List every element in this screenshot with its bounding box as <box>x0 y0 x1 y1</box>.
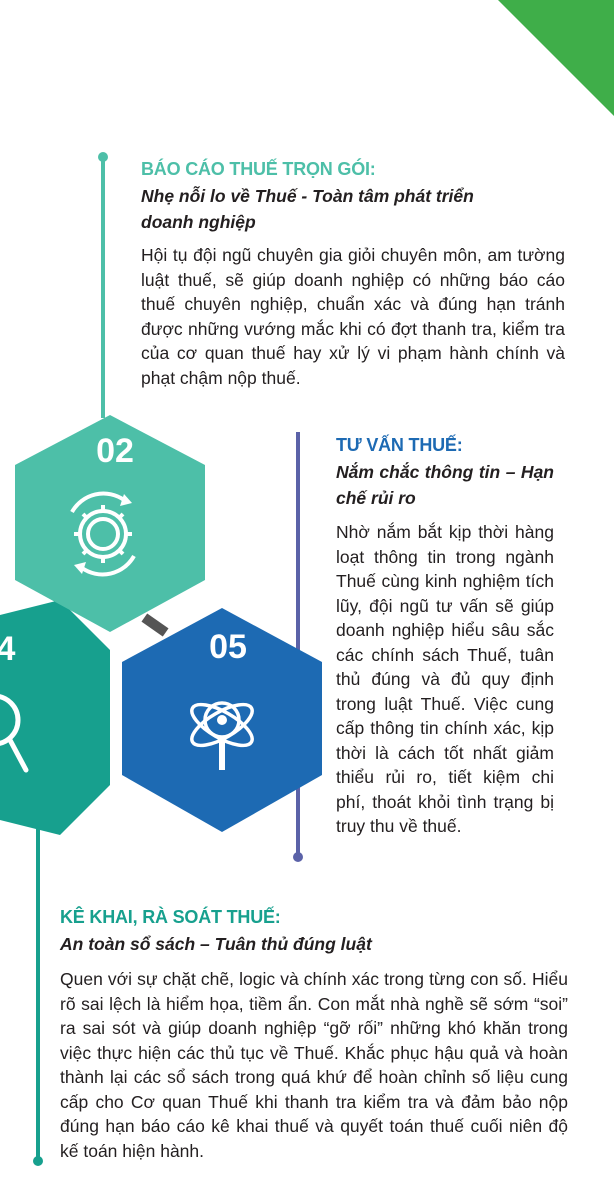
timeline-dot-2 <box>293 852 303 862</box>
hexagon-02-number: 02 <box>96 432 134 470</box>
section2-body: Nhờ nắm bắt kịp thời hàng loạt thông tin… <box>336 522 554 836</box>
hexagon-02 <box>15 415 205 632</box>
section2-subtitle: Nắm chắc thông tin – Hạn chế rủi ro <box>336 462 554 508</box>
section2-title: TƯ VẤN THUẾ: <box>336 435 463 455</box>
gear-cycle-icon <box>70 491 136 577</box>
hexagon-04 <box>0 600 110 835</box>
hexagon-05 <box>122 608 322 832</box>
hexagon-04-number: 4 <box>0 630 16 668</box>
section1-subtitle: Nhẹ nỗi lo về Thuế - Toàn tâm phát triển… <box>141 186 474 232</box>
section3-body: Quen với sự chặt chẽ, logic và chính xác… <box>60 969 568 1161</box>
timeline-line-1 <box>101 156 105 418</box>
timeline-dot-3 <box>33 1156 43 1166</box>
corner-triangle <box>498 0 614 116</box>
atom-magnifier-icon <box>190 701 254 770</box>
magnifier-icon <box>0 694 29 773</box>
section1-title: BÁO CÁO THUẾ TRỌN GÓI: <box>141 159 376 179</box>
section1-body: Hội tụ đội ngũ chuyên gia giỏi chuyên mô… <box>141 245 565 388</box>
timeline-dot-1 <box>98 152 108 162</box>
timeline-line-3 <box>36 828 40 1160</box>
section3-subtitle: An toàn sổ sách – Tuân thủ đúng luật <box>60 934 372 954</box>
hexagon-05-number: 05 <box>209 628 247 666</box>
section3-title: KÊ KHAI, RÀ SOÁT THUẾ: <box>60 907 281 927</box>
timeline-line-2 <box>296 432 300 856</box>
